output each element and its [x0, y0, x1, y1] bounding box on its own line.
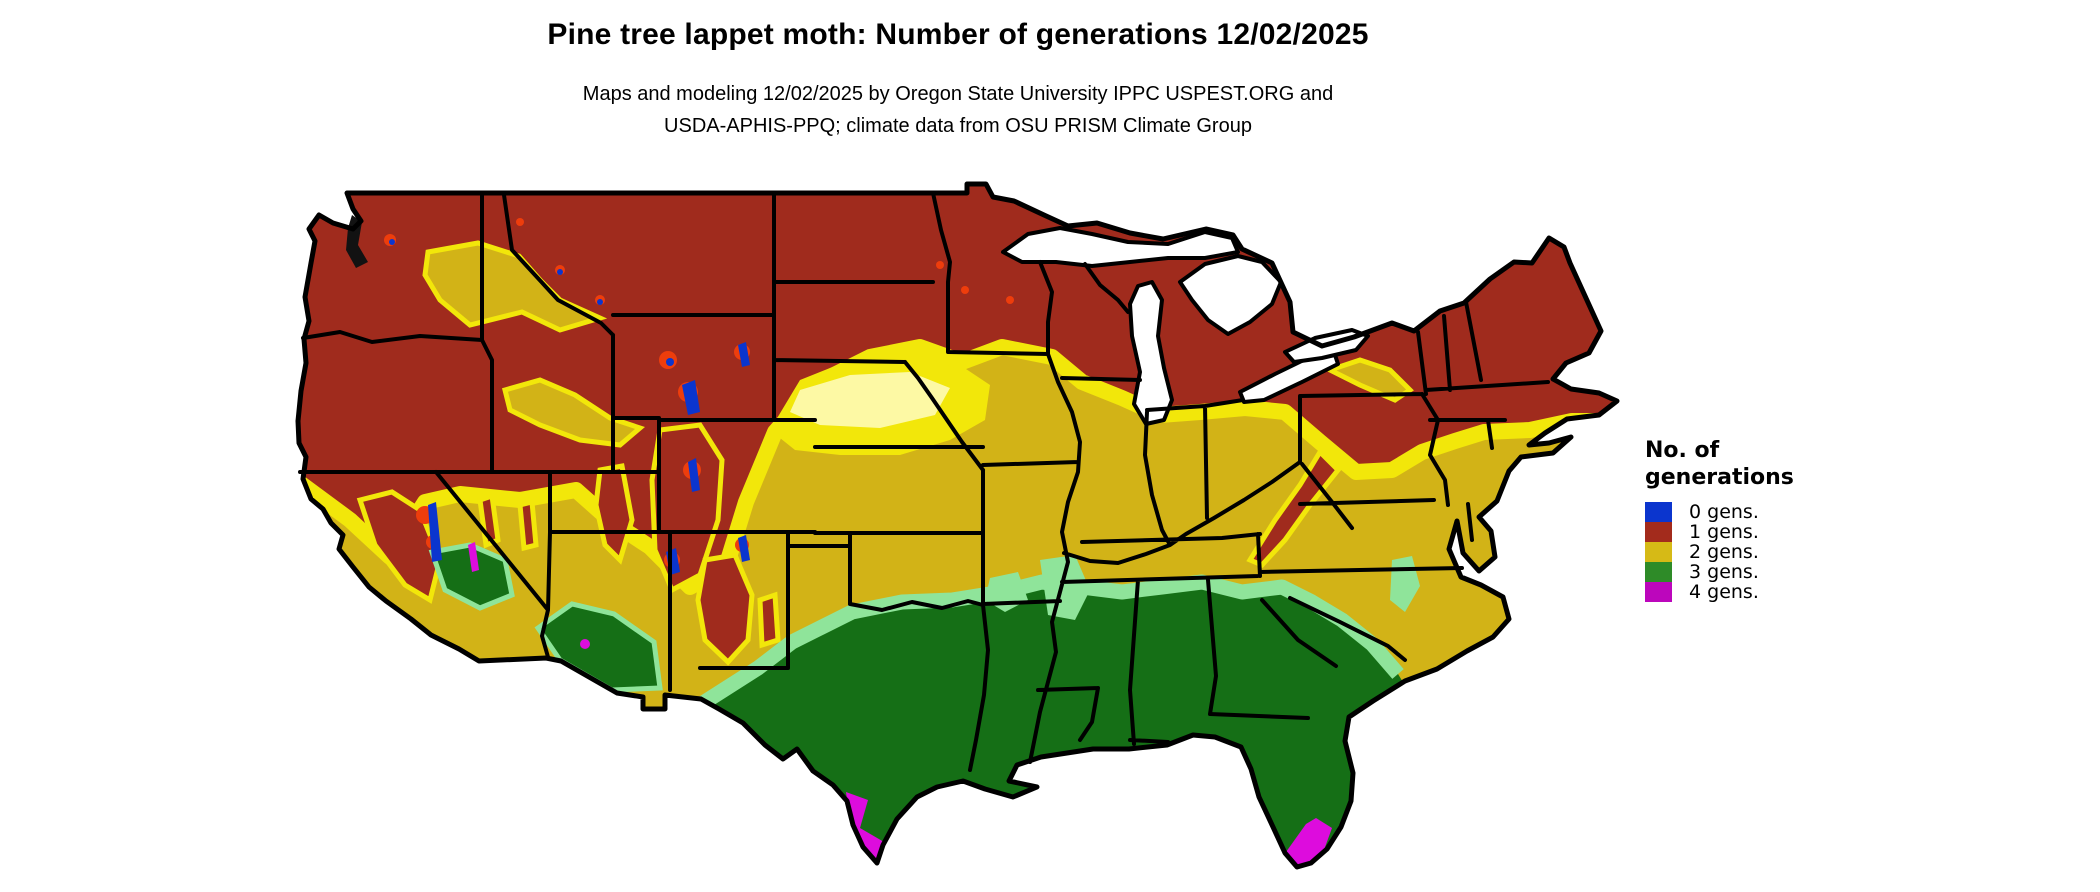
- legend-label-2-gens: 2 gens.: [1689, 541, 1759, 563]
- legend-items: 0 gens. 1 gens. 2 gens. 3 gens. 4 gens.: [1645, 501, 1945, 603]
- state-borders: [298, 191, 1550, 772]
- lake-superior: [1001, 226, 1240, 268]
- region-0-gens-specks: [389, 239, 750, 575]
- legend-swatch-3-gens: [1645, 562, 1672, 582]
- legend-label-4-gens: 4 gens.: [1689, 581, 1759, 603]
- lake-michigan: [1128, 280, 1174, 426]
- legend-item-4-gens: 4 gens.: [1645, 581, 1945, 603]
- legend-item-0-gens: 0 gens.: [1645, 501, 1945, 523]
- florida-keys-4-gens: [1246, 878, 1304, 889]
- lake-huron: [1178, 254, 1283, 336]
- legend-swatch-4-gens: [1645, 582, 1672, 602]
- legend-title-line-2: generations: [1645, 465, 1794, 490]
- legend-item-2-gens: 2 gens.: [1645, 541, 1945, 563]
- valley-gold-patches: [422, 240, 1414, 448]
- legend-swatch-0-gens: [1645, 502, 1672, 522]
- legend-item-3-gens: 3 gens.: [1645, 561, 1945, 583]
- legend-swatch-1-gens: [1645, 522, 1672, 542]
- legend-label-3-gens: 3 gens.: [1689, 561, 1759, 583]
- raster-regions: [298, 184, 1617, 889]
- legend-item-1-gens: 1 gens.: [1645, 521, 1945, 543]
- us-outline: [295, 181, 1620, 870]
- legend-label-1-gens: 1 gens.: [1689, 521, 1759, 543]
- lake-erie: [1238, 350, 1340, 404]
- legend: No. of generations 0 gens. 1 gens. 2 gen…: [1645, 437, 1945, 603]
- great-lakes: [1001, 226, 1370, 426]
- legend-swatch-2-gens: [1645, 542, 1672, 562]
- legend-label-0-gens: 0 gens.: [1689, 501, 1759, 523]
- transition-pale-yellow-sandhills: [790, 372, 950, 428]
- legend-title-line-1: No. of: [1645, 438, 1720, 463]
